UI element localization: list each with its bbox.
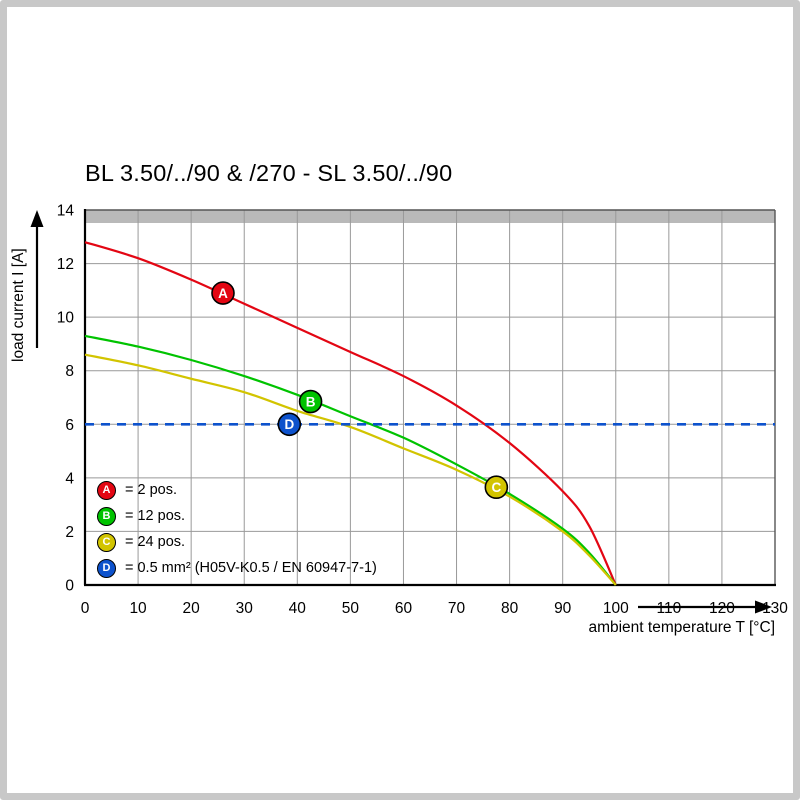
series-a-curve — [84, 241, 617, 586]
x-tick-label: 70 — [448, 600, 466, 617]
chart-title: BL 3.50/../90 & /270 - SL 3.50/../90 — [85, 160, 453, 186]
marker-b — [298, 389, 323, 414]
marker-c-letter: C — [491, 480, 501, 495]
legend-item-b: B = 12 pos. — [97, 503, 377, 529]
legend-label-d: = 0.5 mm² (H05V-K0.5 / EN 60947-7-1) — [125, 560, 377, 576]
legend-label-b: = 12 pos. — [125, 508, 186, 524]
y-tick-label: 12 — [57, 256, 74, 273]
y-axis-arrow-icon — [30, 210, 44, 227]
legend-label-c: = 24 pos. — [125, 534, 186, 550]
x-tick-label: 40 — [289, 600, 307, 617]
x-tick-label: 0 — [81, 600, 90, 617]
legend-label-a: = 2 pos. — [125, 482, 177, 498]
legend-marker-a: A — [97, 480, 116, 500]
legend-marker-b: B — [97, 506, 116, 526]
legend-item-a: A = 2 pos. — [97, 477, 377, 503]
legend-item-d: D = 0.5 mm² (H05V-K0.5 / EN 60947-7-1) — [97, 555, 377, 581]
marker-c — [484, 475, 509, 500]
marker-a — [211, 281, 235, 305]
x-tick-label: 60 — [395, 600, 413, 617]
x-tick-label: 120 — [709, 600, 735, 617]
legend-marker-d: D — [97, 558, 116, 578]
x-tick-label: 80 — [501, 600, 519, 617]
marker-a-letter: A — [218, 286, 228, 301]
legend-item-c: C = 24 pos. — [97, 529, 377, 555]
x-tick-label: 30 — [236, 600, 254, 617]
x-tick-label: 90 — [554, 600, 572, 617]
x-axis-arrow-icon — [755, 600, 772, 614]
y-tick-label: 4 — [65, 470, 74, 487]
y-tick-label: 10 — [57, 310, 75, 327]
legend-marker-c: C — [97, 532, 116, 552]
x-tick-label: 100 — [603, 600, 629, 617]
y-tick-label: 8 — [65, 363, 74, 380]
legend: A = 2 pos. B = 12 pos. C = 24 pos. D = 0… — [97, 477, 377, 581]
y-tick-label: 6 — [65, 417, 74, 434]
y-tick-label: 2 — [65, 524, 74, 541]
marker-d-letter: D — [284, 417, 294, 432]
marker-d — [277, 412, 302, 437]
plot-top-band — [85, 210, 775, 223]
series-b-curve — [84, 334, 617, 586]
y-tick-label: 14 — [57, 203, 75, 220]
x-tick-label: 50 — [342, 600, 360, 617]
x-tick-label: 130 — [762, 600, 788, 617]
y-axis-label: load current I [A] — [10, 248, 27, 362]
x-tick-label: 110 — [656, 600, 681, 617]
marker-b-letter: B — [306, 394, 316, 409]
y-tick-label: 0 — [65, 578, 74, 595]
x-tick-label: 10 — [129, 600, 147, 617]
x-axis-label: ambient temperature T [°C] — [588, 619, 775, 636]
x-tick-label: 20 — [183, 600, 201, 617]
series-c-curve — [84, 353, 617, 586]
